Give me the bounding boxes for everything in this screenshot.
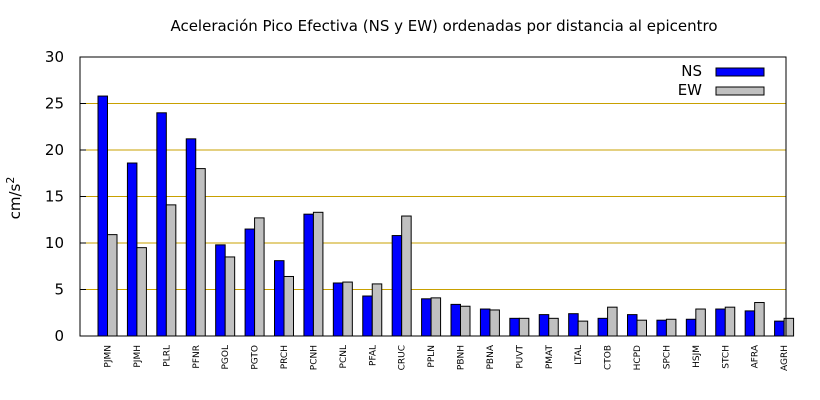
bar-ew-pcnl [342, 281, 353, 337]
x-axis-categories: PJMN PJMH PLRL PFNR PGOL PGTO PRCH PCNH PCNL PFAL… [104, 344, 791, 371]
x-category-label: STCH [721, 345, 731, 369]
bar-ns-ctob [597, 317, 609, 337]
bar-ew-hcpd [636, 319, 647, 337]
bar-ns-prch [274, 260, 285, 337]
x-category-label: HCPD [633, 345, 643, 370]
bar-ew-ltal [577, 320, 589, 337]
x-category-label: PFNR [192, 345, 202, 369]
bar-ew-cruc [401, 215, 412, 337]
chart-title: Aceleración Pico Efectiva (NS y EW) orde… [170, 17, 717, 35]
bar-ns-pgto [244, 228, 256, 337]
legend-swatch-ew [715, 86, 765, 96]
bar-ns-afra [744, 310, 756, 337]
x-category-label: PJMH [133, 345, 143, 368]
bar-ew-agrh [783, 317, 795, 337]
bar-ew-pfal [371, 283, 383, 337]
y-tick-label: 20 [45, 141, 64, 159]
x-category-label: PLRL [162, 345, 172, 367]
bar-ns-pjmn [97, 95, 108, 337]
x-category-label: AFRA [751, 344, 761, 368]
bar-ns-cruc [391, 235, 403, 337]
bar-ew-pbna [489, 309, 500, 337]
bar-ew-pjmh [136, 247, 147, 337]
bar-ew-ppln [430, 297, 442, 337]
y-tick-label: 5 [54, 281, 64, 299]
bar-ns-pbnh [450, 303, 461, 337]
plot-frame [79, 56, 787, 337]
bars [97, 95, 795, 337]
bar-ns-pbna [479, 308, 491, 337]
x-category-label: PBNA [486, 344, 496, 369]
bar-ew-pcnh [312, 211, 324, 337]
x-category-label: PPLN [427, 345, 437, 368]
bar-ew-pgol [224, 256, 236, 337]
x-category-label: PMAT [545, 345, 555, 370]
bar-ew-pfnr [195, 168, 206, 337]
bar-ns-ltal [568, 313, 579, 337]
x-category-label: PBNH [457, 345, 467, 370]
bar-ew-prch [283, 275, 294, 337]
bar-ns-pcnl [332, 282, 344, 337]
x-category-label: PCNL [339, 345, 349, 368]
y-axis-ticks: 0 5 10 15 20 25 30 [45, 48, 86, 345]
bar-ns-pfal [362, 295, 373, 337]
svg-text:cm/s2: cm/s2 [4, 177, 24, 220]
bar-ew-pgto [254, 217, 265, 337]
bar-ns-pmat [538, 314, 550, 337]
x-category-label: PFAL [368, 345, 378, 366]
x-category-label: CRUC [398, 345, 408, 370]
y-tick-label: 30 [45, 48, 64, 66]
x-category-label: PGOL [221, 345, 231, 370]
bar-ew-hsjm [695, 308, 706, 337]
bar-ns-pcnh [303, 213, 314, 337]
bar-ns-agrh [774, 320, 785, 337]
bar-ew-plrl [165, 204, 177, 337]
x-category-label: PGTO [251, 345, 261, 370]
x-category-label: AGRH [780, 345, 790, 371]
bar-ew-stch [724, 306, 736, 337]
y-tick-label: 25 [45, 95, 64, 113]
x-category-label: CTOB [604, 345, 614, 370]
bar-ew-pbnh [460, 305, 471, 337]
y-axis-label: cm/s2 [4, 177, 24, 220]
y-axis-label-text: cm/s [6, 183, 24, 219]
x-category-label: PUVT [515, 345, 525, 369]
y-axis-label-exponent: 2 [4, 177, 17, 184]
bar-ns-puvt [509, 317, 520, 337]
legend: NS EW [678, 62, 765, 99]
x-category-label: PJMN [104, 345, 114, 368]
bar-ns-spch [656, 319, 667, 337]
x-category-label: SPCH [662, 345, 672, 369]
bar-ns-pgol [215, 244, 226, 337]
bar-ew-pjmn [107, 234, 118, 337]
bar-ns-hcpd [627, 314, 638, 337]
bar-ns-pfnr [185, 138, 197, 337]
bar-ew-spch [665, 318, 677, 337]
y-tick-label: 10 [45, 234, 64, 252]
x-category-label: LTAL [574, 345, 584, 365]
bar-ns-pjmh [126, 162, 138, 337]
bar-ew-afra [754, 302, 765, 337]
bar-ew-pmat [548, 317, 559, 337]
bar-ns-hsjm [685, 318, 697, 337]
x-category-label: HSJM [692, 345, 702, 368]
bar-ns-plrl [156, 112, 167, 337]
legend-label-ew: EW [678, 81, 702, 99]
bar-ns-stch [715, 308, 726, 337]
bar-ew-ctob [607, 306, 618, 337]
legend-swatch-ns [715, 67, 765, 77]
bar-ew-puvt [518, 317, 530, 337]
legend-label-ns: NS [681, 62, 702, 80]
y-tick-label: 0 [54, 327, 64, 345]
bar-ns-ppln [421, 298, 432, 337]
y-tick-label: 15 [45, 188, 64, 206]
x-category-label: PCNH [309, 345, 319, 370]
x-category-label: PRCH [280, 345, 290, 369]
